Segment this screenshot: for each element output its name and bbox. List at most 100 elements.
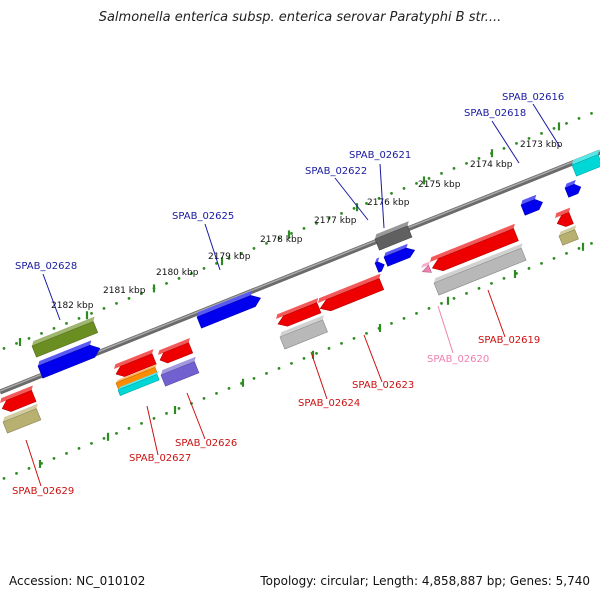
gene-arrow-body bbox=[279, 319, 328, 350]
upper-ruler-dot bbox=[552, 126, 556, 130]
gene-arrow-bevel bbox=[521, 194, 537, 205]
lower-ruler-dot bbox=[302, 357, 306, 360]
gene-arrow-spab_02628[interactable] bbox=[37, 339, 103, 379]
lower-ruler-dot bbox=[540, 262, 543, 265]
upper-ruler-dot bbox=[65, 322, 68, 325]
upper-ruler-dot bbox=[390, 192, 393, 195]
gene-arrow-spab_02619[interactable] bbox=[429, 223, 522, 274]
scale-tick-label: 2174 kbp bbox=[470, 160, 513, 170]
gene-arrow[interactable] bbox=[31, 316, 101, 358]
gene-label-spab_02628[interactable]: SPAB_02628 bbox=[15, 261, 77, 272]
lower-ruler-dot bbox=[152, 417, 156, 420]
gene-arrow[interactable] bbox=[554, 207, 577, 230]
gene-features[interactable] bbox=[0, 149, 600, 434]
scale-tick-label: 2180 kbp bbox=[156, 268, 199, 278]
gene-arrow-spab_02616[interactable] bbox=[571, 149, 600, 177]
gene-arrow-spab_02620[interactable] bbox=[420, 261, 434, 275]
gene-label-spab_02618[interactable]: SPAB_02618 bbox=[464, 108, 526, 119]
gene-arrow-bevel bbox=[375, 257, 380, 263]
lower-ruler-dot bbox=[290, 362, 293, 365]
gene-arrow[interactable] bbox=[374, 221, 415, 251]
lower-ruler-dot bbox=[127, 427, 131, 430]
gene-label-spab_02620[interactable]: SPAB_02620 bbox=[427, 354, 489, 365]
gene-arrow-bevel bbox=[158, 338, 190, 355]
gene-arrow-bevel bbox=[0, 385, 33, 403]
lower-ruler-dot bbox=[65, 452, 68, 455]
lower-ruler-dot bbox=[590, 242, 593, 245]
upper-ruler-dot bbox=[265, 242, 268, 245]
upper-ruler-dot bbox=[190, 272, 193, 275]
gene-arrow-bevel bbox=[116, 364, 158, 383]
gene-label-spab_02625[interactable]: SPAB_02625 bbox=[172, 211, 234, 222]
upper-ruler-dot bbox=[252, 247, 256, 250]
gene-arrow-body bbox=[431, 228, 519, 272]
upper-ruler bbox=[2, 112, 593, 350]
gene-arrow-spab_02625[interactable] bbox=[196, 289, 263, 329]
lower-ruler-dot bbox=[165, 412, 168, 415]
gene-arrow-spab_02622[interactable] bbox=[374, 257, 386, 273]
gene-arrow-body bbox=[2, 408, 42, 434]
gene-arrow-spab_02618[interactable] bbox=[520, 194, 545, 216]
scale-tick-label: 2181 kbp bbox=[103, 286, 146, 296]
gene-arrow[interactable] bbox=[558, 225, 582, 246]
gene-arrow[interactable] bbox=[117, 371, 162, 396]
gene-arrow-spab_02621[interactable] bbox=[383, 242, 417, 267]
lower-ruler-dot bbox=[402, 317, 406, 320]
gene-label-spab_02629[interactable]: SPAB_02629 bbox=[12, 486, 74, 497]
lower-ruler-dot bbox=[202, 397, 206, 400]
gene-label-spab_02616[interactable]: SPAB_02616 bbox=[502, 92, 564, 103]
gene-arrow-bevel bbox=[565, 179, 576, 188]
gene-arrow-spab_02626[interactable] bbox=[160, 356, 202, 387]
gene-arrow[interactable] bbox=[564, 179, 583, 198]
gene-label-spab_02621[interactable]: SPAB_02621 bbox=[349, 150, 411, 161]
gene-arrow[interactable] bbox=[279, 315, 331, 350]
lower-ruler-dot bbox=[252, 377, 256, 380]
gene-label-spab_02622[interactable]: SPAB_02622 bbox=[305, 166, 367, 177]
upper-ruler-dot bbox=[465, 162, 468, 165]
scale-tick-label: 2179 kbp bbox=[208, 252, 251, 262]
upper-ruler-dot bbox=[15, 342, 18, 345]
gene-arrow-bevel bbox=[421, 261, 431, 268]
upper-ruler-dot bbox=[340, 212, 343, 215]
gene-label-spab_02624[interactable]: SPAB_02624 bbox=[298, 398, 360, 409]
gene-arrow-spab_02629[interactable] bbox=[0, 385, 39, 415]
gene-label-spab_02619[interactable]: SPAB_02619 bbox=[478, 335, 540, 346]
upper-ruler-dot bbox=[477, 157, 481, 160]
lower-ruler-dot bbox=[177, 407, 181, 410]
gene-label-spab_02623[interactable]: SPAB_02623 bbox=[352, 380, 414, 391]
upper-ruler-dot bbox=[502, 147, 506, 150]
gene-arrow-spab_02623[interactable] bbox=[317, 273, 387, 314]
gene-arrow-spab_02624[interactable] bbox=[275, 297, 324, 329]
upper-ruler-dot bbox=[315, 222, 318, 225]
lower-ruler-dot bbox=[102, 437, 106, 440]
upper-ruler-dot bbox=[302, 227, 306, 230]
gene-arrow-bevel bbox=[114, 349, 154, 369]
gene-label-spab_02627[interactable]: SPAB_02627 bbox=[129, 453, 191, 464]
gene-label-spab_02626[interactable]: SPAB_02626 bbox=[175, 438, 237, 449]
scale-tick-label: 2178 kbp bbox=[260, 235, 303, 245]
lower-ruler-dot bbox=[2, 477, 6, 480]
lower-ruler-dot bbox=[277, 367, 281, 370]
gene-arrow-bevel bbox=[434, 243, 523, 283]
gene-arrow-spab_02627[interactable] bbox=[113, 349, 159, 379]
gene-arrow-bevel bbox=[430, 223, 515, 262]
gene-arrow-body bbox=[520, 199, 543, 216]
gene-arrow-body bbox=[277, 302, 322, 327]
gene-arrow-body bbox=[115, 353, 157, 377]
lower-ruler-dot bbox=[415, 312, 418, 315]
scale-tick-label: 2175 kbp bbox=[418, 180, 461, 190]
gene-arrow[interactable] bbox=[2, 403, 44, 434]
gene-arrow-bevel bbox=[559, 225, 577, 236]
leader-line bbox=[334, 177, 369, 221]
upper-ruler-dot bbox=[577, 117, 581, 120]
gene-arrow[interactable] bbox=[157, 338, 196, 365]
gene-arrow-body bbox=[433, 247, 527, 296]
gene-arrow[interactable] bbox=[433, 243, 529, 296]
upper-ruler-dot bbox=[27, 337, 31, 340]
lower-ruler-dot bbox=[327, 347, 331, 350]
gene-labels[interactable]: SPAB_02628 SPAB_02625 SPAB_02621 SPAB_02622… bbox=[12, 92, 564, 497]
gene-arrow-body bbox=[319, 278, 385, 312]
gene-arrow-body bbox=[160, 361, 200, 387]
upper-ruler-dot bbox=[227, 257, 231, 260]
